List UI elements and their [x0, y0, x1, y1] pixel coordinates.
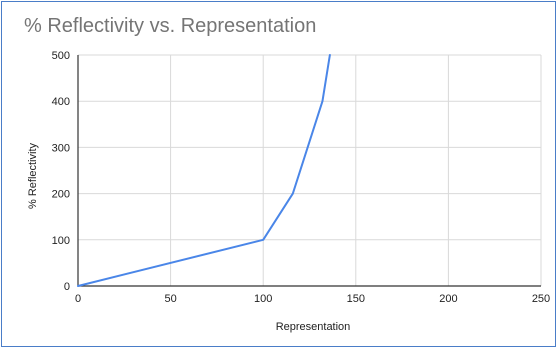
- x-tick-label: 0: [75, 293, 81, 305]
- series-layer: [77, 54, 331, 287]
- x-tick-label: 100: [254, 293, 272, 305]
- x-tick-label: 150: [347, 293, 365, 305]
- grid-layer: [78, 54, 542, 286]
- axis-layer: [77, 55, 541, 287]
- y-axis-title: % Reflectivity: [27, 142, 39, 209]
- series-line: [77, 54, 331, 287]
- x-tick-label: 250: [532, 293, 550, 305]
- y-tick-label: 100: [52, 235, 70, 247]
- y-tick-label: 300: [52, 142, 70, 154]
- tick-label-layer: 0 100 200 300 400 500 0 50 100 150 200 250: [52, 50, 551, 305]
- x-tick-label: 50: [164, 293, 176, 305]
- chart-title: % Reflectivity vs. Representation: [24, 15, 317, 37]
- y-tick-label: 0: [64, 281, 70, 293]
- y-tick-label: 200: [52, 189, 70, 201]
- y-tick-label: 400: [52, 96, 70, 108]
- x-tick-label: 200: [439, 293, 457, 305]
- y-tick-label: 500: [52, 50, 70, 62]
- x-axis-title: Representation: [276, 321, 351, 333]
